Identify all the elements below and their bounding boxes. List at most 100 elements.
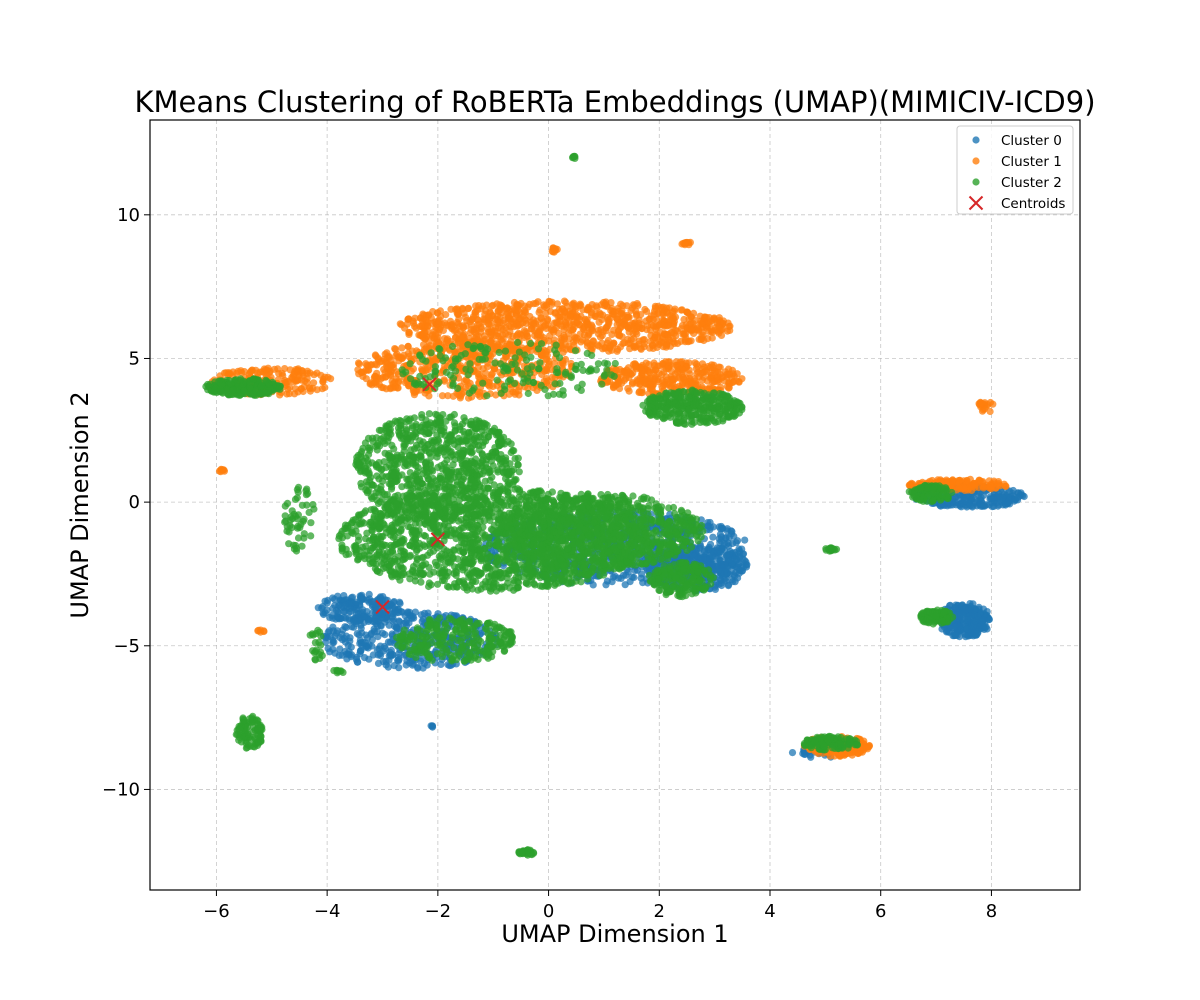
data-point: [542, 350, 550, 358]
data-point: [673, 327, 682, 335]
data-point: [359, 606, 367, 614]
data-point: [466, 329, 474, 337]
data-point: [605, 319, 613, 327]
data-point: [420, 330, 428, 338]
data-point: [256, 368, 264, 376]
data-point: [630, 334, 638, 343]
data-point: [550, 326, 558, 334]
data-point: [520, 327, 529, 335]
data-point: [391, 383, 400, 391]
data-point: [621, 319, 629, 327]
data-point: [679, 366, 687, 374]
data-point: [529, 384, 537, 392]
data-point: [411, 322, 419, 330]
data-point: [346, 637, 354, 645]
chart-title: KMeans Clustering of RoBERTa Embeddings …: [134, 85, 1095, 119]
data-point: [514, 306, 522, 314]
data-point: [681, 378, 690, 386]
data-point: [664, 330, 672, 338]
data-point: [330, 638, 338, 646]
data-point: [298, 376, 306, 384]
data-point: [336, 645, 344, 653]
data-point: [980, 502, 988, 510]
data-point: [285, 390, 293, 398]
data-point: [1005, 497, 1013, 505]
data-point: [379, 593, 387, 601]
data-point: [698, 335, 706, 343]
data-point: [444, 392, 452, 400]
data-point: [713, 565, 721, 573]
data-point: [367, 598, 375, 606]
data-point: [384, 370, 392, 378]
data-point: [397, 321, 406, 329]
data-point: [651, 334, 659, 342]
data-point: [974, 612, 982, 620]
data-point: [726, 547, 734, 556]
data-point: [511, 388, 520, 396]
data-point: [361, 639, 370, 647]
data-point: [376, 650, 384, 658]
data-point: [367, 361, 375, 369]
data-point: [623, 302, 631, 310]
data-point: [526, 312, 534, 321]
data-point: [510, 323, 518, 331]
data-point: [396, 618, 404, 626]
data-point: [379, 658, 387, 666]
data-point: [704, 335, 712, 343]
data-point: [675, 374, 684, 382]
data-point: [352, 598, 360, 606]
data-point: [986, 482, 994, 490]
data-point: [505, 390, 513, 398]
data-point: [420, 345, 428, 354]
data-point: [986, 398, 995, 407]
data-point: [685, 315, 693, 323]
data-point: [370, 625, 378, 633]
data-point: [345, 648, 353, 656]
data-point: [640, 340, 648, 348]
data-point: [537, 314, 545, 322]
data-point: [544, 362, 552, 370]
data-point: [949, 498, 957, 506]
data-point: [962, 633, 970, 641]
data-point: [655, 369, 663, 378]
data-point: [698, 360, 707, 368]
data-point: [350, 623, 358, 631]
data-point: [606, 342, 614, 350]
data-point: [733, 556, 741, 564]
data-point: [332, 615, 340, 623]
data-point: [645, 361, 653, 369]
data-point: [355, 360, 363, 368]
data-point: [536, 306, 544, 314]
data-point: [638, 386, 646, 394]
data-point: [610, 326, 618, 334]
data-point: [722, 533, 730, 542]
data-point: [706, 384, 714, 392]
data-point: [362, 360, 370, 368]
data-point: [956, 476, 964, 484]
data-point: [342, 614, 350, 622]
data-point: [505, 331, 513, 339]
data-point: [542, 309, 550, 317]
data-point: [324, 373, 332, 381]
data-point: [484, 320, 492, 328]
data-point: [357, 646, 365, 654]
data-point: [665, 336, 674, 344]
data-point: [390, 662, 398, 670]
data-point: [613, 321, 621, 329]
data-point: [355, 370, 363, 378]
data-point: [407, 367, 415, 375]
data-point: [648, 386, 657, 394]
data-point: [636, 380, 644, 389]
data-point: [561, 341, 569, 349]
data-point: [290, 390, 299, 398]
data-point: [364, 366, 372, 374]
data-point: [560, 331, 568, 340]
data-point: [313, 369, 321, 377]
data-point: [248, 366, 256, 374]
data-point: [717, 525, 725, 533]
data-point: [493, 300, 501, 308]
data-point: [434, 324, 442, 332]
data-point: [371, 372, 380, 380]
data-point: [742, 561, 750, 569]
